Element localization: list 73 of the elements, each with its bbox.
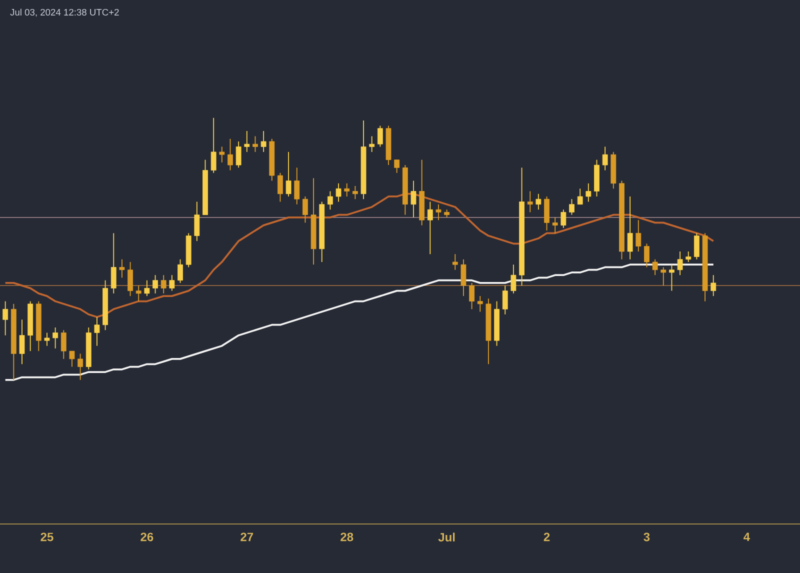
candlestick [352, 186, 358, 200]
candlestick [260, 130, 266, 152]
x-tick-label: 2 [544, 532, 550, 542]
candlestick [644, 243, 650, 268]
candlestick [469, 282, 475, 310]
candlestick [302, 196, 308, 224]
candlestick [219, 146, 225, 163]
candlestick [252, 136, 258, 152]
candlestick [128, 262, 133, 297]
candlestick [169, 274, 175, 292]
candlestick [294, 167, 300, 205]
candlestick [536, 193, 542, 210]
candlestick [660, 266, 666, 286]
candlestick [178, 258, 183, 284]
candlestick [119, 258, 125, 278]
text: Jul 03, 2024 12:38 UTC+2 [10, 8, 119, 17]
candlestick [344, 182, 350, 197]
x-tick-label: 28 [340, 532, 354, 542]
candlestick [286, 151, 292, 197]
candlestick [44, 332, 50, 346]
candlestick [228, 138, 233, 171]
candlestick [460, 258, 466, 297]
candlestick [510, 264, 516, 294]
candlestick [278, 172, 283, 202]
x-tick-label: 4 [744, 532, 750, 541]
candlestick [686, 251, 692, 262]
candlestick [544, 196, 550, 232]
candlestick [377, 125, 383, 148]
candlestick [394, 159, 400, 174]
candlestick [694, 232, 700, 260]
candlestick [60, 330, 66, 360]
candlestick [52, 327, 58, 349]
candlestick [652, 258, 658, 276]
candlestick [677, 251, 683, 276]
candlestick [410, 180, 416, 218]
candlestick [69, 350, 75, 368]
candlestick [452, 254, 458, 270]
candlestick [19, 319, 25, 365]
candlestick [328, 190, 333, 210]
candlestick [527, 190, 533, 213]
x-tick-label: Jul [438, 532, 455, 542]
candlestick [436, 204, 442, 221]
candlestick [160, 274, 166, 294]
candlestick [236, 141, 242, 168]
candlestick [627, 196, 633, 260]
candlestick [336, 182, 342, 202]
x-tick-label: 3 [644, 532, 650, 542]
candlestick [210, 117, 216, 174]
candlestick [502, 285, 508, 315]
candlestick [2, 300, 8, 336]
candlestick [369, 136, 375, 152]
candlestick [669, 264, 674, 292]
candlestick [194, 201, 200, 242]
candlestick [477, 296, 483, 312]
candlestick [144, 280, 150, 297]
candlestick [78, 353, 84, 380]
candlestick [636, 220, 642, 252]
candlestick [552, 216, 558, 234]
candlestick [427, 201, 433, 255]
candlestick [152, 274, 158, 294]
x-tick-label: 26 [140, 532, 154, 542]
candlestick [577, 188, 583, 205]
candlestick [136, 285, 142, 302]
x-tick-label: 25 [40, 532, 54, 542]
candlestick [586, 182, 592, 202]
candlestick [560, 209, 566, 228]
candlestick [110, 232, 116, 294]
x-tick-label: 27 [240, 532, 254, 542]
candlestick [602, 146, 608, 171]
candlestick [244, 130, 250, 152]
candlestick [710, 274, 716, 297]
candlestick [94, 316, 100, 346]
candlestick [569, 198, 574, 216]
